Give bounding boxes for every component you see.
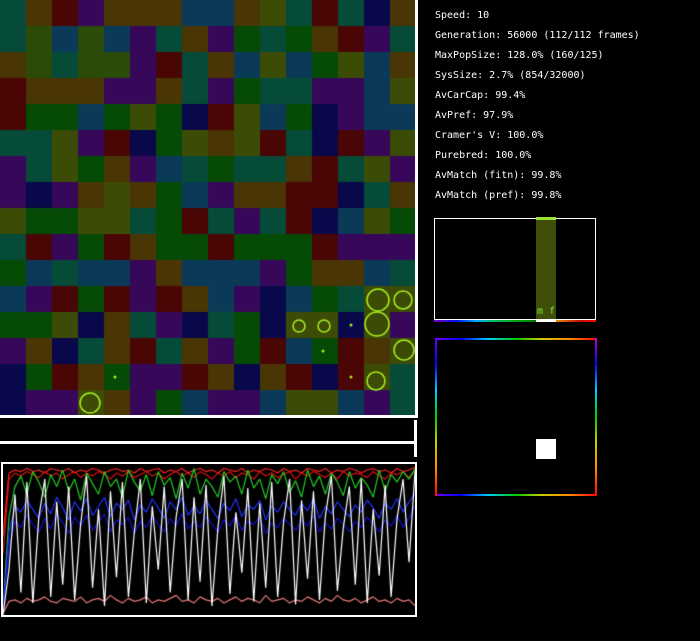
stats-panel: Speed: 10 Generation: 56000 (112/112 fra… [435, 6, 640, 206]
history-chart-panel [1, 462, 417, 617]
sex-histogram-box: m f [434, 217, 596, 320]
stat-avpref: AvPref: 97.9% [435, 110, 514, 121]
population-grid-canvas[interactable] [0, 0, 415, 415]
preference-map-border-left [435, 338, 437, 496]
sex-histogram-label: m f [536, 306, 556, 317]
preference-map-border-bottom [435, 494, 597, 496]
frame-slider-track[interactable] [0, 441, 417, 444]
stat-syssize: SysSize: 2.7% (854/32000) [435, 70, 586, 81]
preference-map-box [435, 338, 597, 496]
stat-avmatch-pref: AvMatch (pref): 99.8% [435, 190, 562, 201]
stat-generation: Generation: 56000 (112/112 frames) [435, 30, 640, 41]
preference-map-border-top [435, 338, 597, 340]
stat-cramers-v: Cramer's V: 100.0% [435, 130, 544, 141]
stat-speed: Speed: 10 [435, 10, 490, 21]
stat-avmatch-fitn: AvMatch (fitn): 99.8% [435, 170, 562, 181]
preference-map-marker [536, 439, 556, 459]
sex-histogram-bar [536, 219, 556, 319]
stat-purebred: Purebred: 100.0% [435, 150, 532, 161]
frame-slider-thumb[interactable] [414, 420, 417, 457]
stat-avcarcap: AvCarCap: 99.4% [435, 90, 526, 101]
history-chart-canvas [3, 464, 415, 615]
population-grid-panel[interactable] [0, 0, 418, 418]
preference-map-border-right [595, 338, 597, 496]
stat-maxpopsize: MaxPopSize: 128.0% (160/125) [435, 50, 604, 61]
hue-scale-strip [434, 320, 596, 322]
sex-histogram-bar-cap [536, 217, 556, 220]
